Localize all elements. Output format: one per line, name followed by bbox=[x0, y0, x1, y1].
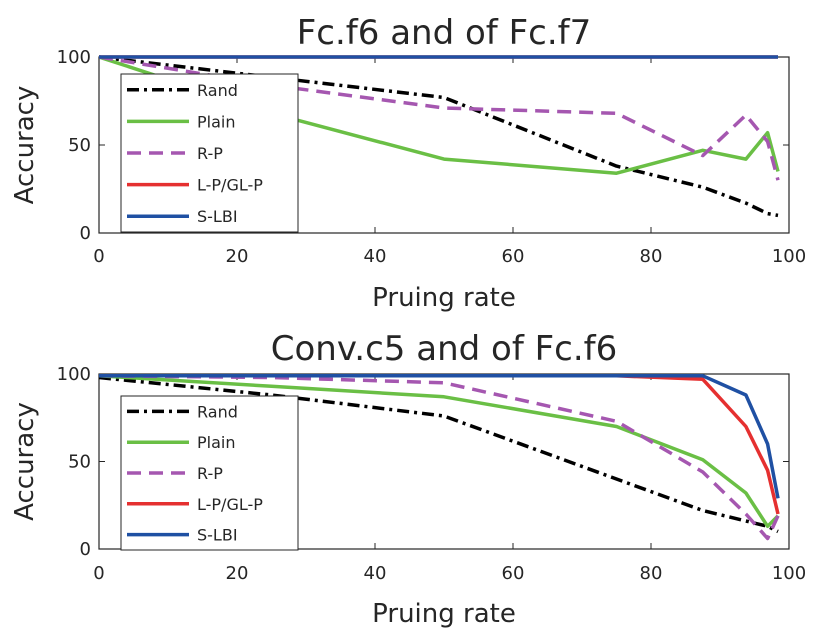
x-tick-label: 20 bbox=[226, 246, 249, 267]
y-axis-label: Accuracy bbox=[10, 402, 40, 521]
x-tick-label: 0 bbox=[93, 563, 104, 584]
y-axis-label: Accuracy bbox=[10, 86, 40, 205]
legend-label: L-P/GL-P bbox=[197, 176, 263, 195]
legend-label: L-P/GL-P bbox=[197, 495, 263, 514]
y-tick-label: 100 bbox=[57, 47, 91, 68]
series-line-s-lbi bbox=[99, 374, 780, 499]
x-tick-label: 100 bbox=[772, 246, 806, 267]
chart-title: Conv.c5 and of Fc.f6 bbox=[271, 329, 618, 369]
legend-label: S-LBI bbox=[197, 526, 238, 545]
x-tick-label: 0 bbox=[93, 246, 104, 267]
x-tick-label: 80 bbox=[640, 246, 663, 267]
x-tick-label: 60 bbox=[502, 563, 525, 584]
x-tick-label: 20 bbox=[226, 563, 249, 584]
legend: Rand Plain R-P L-P/GL-P S-LBI bbox=[120, 395, 299, 551]
chart-title: Fc.f6 and of Fc.f7 bbox=[297, 13, 591, 53]
x-axis-label: Pruing rate bbox=[372, 599, 516, 629]
x-tick-label: 60 bbox=[502, 246, 525, 267]
legend-label: Rand bbox=[197, 402, 238, 421]
legend-label: Plain bbox=[197, 433, 235, 452]
x-axis-label: Pruing rate bbox=[372, 283, 516, 313]
series-line-rand bbox=[99, 375, 779, 534]
x-tick-label: 40 bbox=[364, 563, 387, 584]
legend-label: S-LBI bbox=[197, 207, 238, 226]
legend-label: R-P bbox=[197, 144, 223, 163]
x-tick-label: 100 bbox=[772, 563, 806, 584]
legend-label: R-P bbox=[197, 464, 223, 483]
y-tick-label: 50 bbox=[68, 135, 91, 156]
x-tick-label: 40 bbox=[364, 246, 387, 267]
series-line-r-p bbox=[99, 374, 780, 541]
y-tick-label: 50 bbox=[68, 452, 91, 473]
series-line-plain bbox=[99, 374, 780, 529]
x-tick-label: 80 bbox=[640, 563, 663, 584]
legend: Rand Plain R-P L-P/GL-P S-LBI bbox=[120, 73, 299, 233]
y-tick-label: 0 bbox=[80, 223, 91, 244]
y-tick-label: 0 bbox=[80, 539, 91, 560]
legend-label: Plain bbox=[197, 112, 235, 131]
chart-1: Fc.f6 and of Fc.f7 0 20 40 60 80 100 0 50 100 Prui… bbox=[10, 13, 806, 313]
legend-label: Rand bbox=[197, 81, 238, 100]
series-line-r-p bbox=[99, 55, 780, 181]
chart-2: Conv.c5 and of Fc.f6 0 20 40 60 80 100 0 50 100 Pr… bbox=[10, 329, 806, 629]
y-tick-label: 100 bbox=[57, 364, 91, 385]
